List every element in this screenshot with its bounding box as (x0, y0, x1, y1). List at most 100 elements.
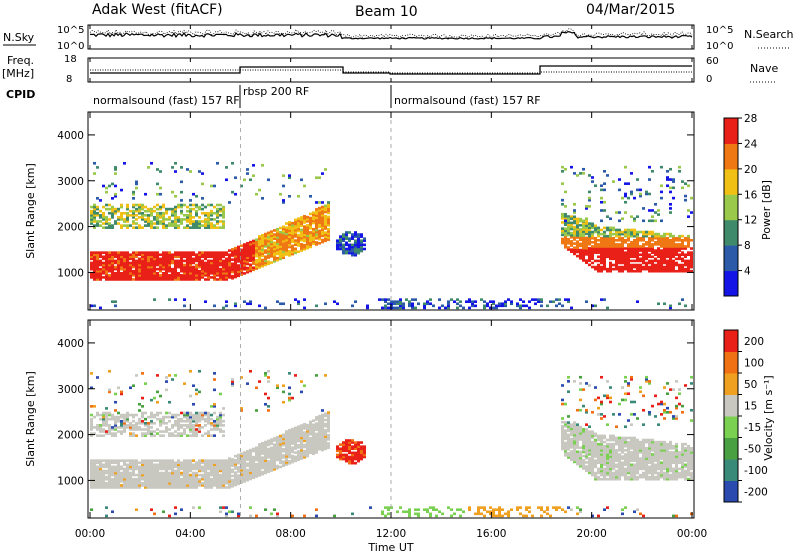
heatmap-cell (249, 515, 252, 518)
heatmap-cell (252, 174, 255, 177)
heatmap-cell (603, 231, 606, 234)
heatmap-cell (273, 437, 276, 440)
heatmap-cell (480, 513, 483, 516)
heatmap-cell (141, 420, 144, 423)
cpid-segment-2: rbsp 200 RF (243, 85, 309, 98)
heatmap-cell (198, 370, 201, 373)
heatmap-cell (174, 430, 177, 433)
heatmap-cell (456, 307, 459, 310)
heatmap-cell (147, 416, 150, 419)
heatmap-cell (615, 449, 618, 452)
heatmap-cell (621, 437, 624, 440)
heatmap-cell (669, 211, 672, 214)
heatmap-cell (90, 251, 93, 254)
heatmap-cell (195, 461, 198, 464)
heatmap-cell (90, 372, 93, 375)
heatmap-cell (435, 508, 438, 511)
heatmap-cell (165, 412, 168, 415)
heatmap-cell (387, 302, 390, 305)
heatmap-cell (594, 433, 597, 436)
heatmap-cell (99, 418, 102, 421)
heatmap-cell (618, 413, 621, 416)
heatmap-cell (132, 432, 135, 435)
heatmap-cell (600, 401, 603, 404)
heatmap-cell (108, 370, 111, 373)
heatmap-cell (636, 189, 639, 192)
heatmap-cell (579, 243, 582, 246)
heatmap-cell (231, 468, 234, 471)
heatmap-cell (591, 176, 594, 179)
heatmap-cell (201, 251, 204, 254)
heatmap-cell (402, 510, 405, 513)
heatmap-cell (132, 226, 135, 229)
heatmap-cell (462, 307, 465, 310)
heatmap-cell (129, 214, 132, 217)
heatmap-cell (246, 450, 249, 453)
heatmap-cell (159, 434, 162, 437)
heatmap-cell (621, 231, 624, 234)
heatmap-cell (324, 423, 327, 426)
heatmap-cell (261, 164, 264, 167)
heatmap-cell (600, 184, 603, 187)
heatmap-cell (498, 302, 501, 305)
heatmap-cell (354, 441, 357, 444)
heatmap-cell (264, 307, 267, 310)
heatmap-cell (162, 459, 165, 462)
heatmap-cell (339, 443, 342, 446)
heatmap-cell (156, 168, 159, 171)
heatmap-cell (318, 230, 321, 233)
heatmap-cell (567, 217, 570, 220)
heatmap-cell (165, 208, 168, 211)
heatmap-cell (591, 180, 594, 183)
heatmap-cell (342, 244, 345, 247)
heatmap-cell (114, 459, 117, 462)
heatmap-cell (504, 300, 507, 303)
heatmap-cell (519, 506, 522, 509)
heatmap-cell (576, 409, 579, 412)
heatmap-cell (345, 242, 348, 245)
heatmap-cell (282, 384, 285, 387)
heatmap-cell (603, 209, 606, 212)
heatmap-cell (597, 476, 600, 479)
heatmap-cell (636, 215, 639, 218)
heatmap-cell (528, 510, 531, 513)
heatmap-cell (483, 305, 486, 308)
heatmap-cell (168, 428, 171, 431)
heatmap-cell (129, 432, 132, 435)
heatmap-cell (633, 437, 636, 440)
heatmap-cell (276, 465, 279, 468)
heatmap-cell (204, 412, 207, 415)
heatmap-cell (288, 372, 291, 375)
heatmap-cell (651, 231, 654, 234)
heatmap-cell (135, 478, 138, 481)
heatmap-cell (162, 212, 165, 215)
heatmap-cell (252, 266, 255, 269)
heatmap-cell (114, 305, 117, 308)
heatmap-cell (201, 474, 204, 477)
heatmap-cell (222, 430, 225, 433)
heatmap-cell (210, 428, 213, 431)
heatmap-cell (630, 215, 633, 218)
heatmap-cell (201, 434, 204, 437)
heatmap-cell (660, 220, 663, 223)
heatmap-cell (348, 244, 351, 247)
heatmap-cell (336, 454, 339, 457)
heatmap-cell (168, 412, 171, 415)
heatmap-cell (345, 231, 348, 234)
heatmap-cell (615, 470, 618, 473)
heatmap-cell (135, 260, 138, 263)
heatmap-cell (351, 305, 354, 308)
heatmap-cell (141, 212, 144, 215)
heatmap-cell (192, 506, 195, 509)
heatmap-cell (171, 268, 174, 271)
heatmap-cell (453, 300, 456, 303)
heatmap-cell (600, 376, 603, 379)
heatmap-cell (114, 220, 117, 223)
heatmap-cell (165, 416, 168, 419)
heatmap-cell (393, 307, 396, 310)
heatmap-cell (609, 435, 612, 438)
heatmap-cell (630, 241, 633, 244)
heatmap-cell (204, 424, 207, 427)
heatmap-cell (570, 240, 573, 243)
heatmap-cell (681, 264, 684, 267)
